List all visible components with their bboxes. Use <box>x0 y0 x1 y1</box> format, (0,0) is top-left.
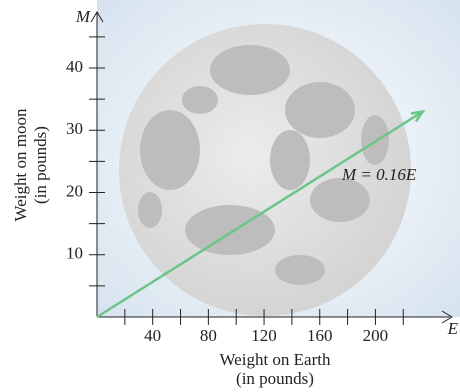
x-axis-symbol: E <box>447 319 459 338</box>
y-tick-label: 30 <box>66 119 83 138</box>
x-axis-label: Weight on Earth <box>220 350 331 369</box>
data-line <box>96 110 424 319</box>
annotation: M = 0.16E <box>341 165 417 184</box>
line-arrowhead <box>410 109 426 123</box>
y-tick-label: 10 <box>66 244 83 263</box>
y-tick-label: 20 <box>66 181 83 200</box>
x-tick-label: 160 <box>307 326 333 345</box>
y-axis-symbol: M <box>75 7 91 26</box>
x-axis-label: (in pounds) <box>236 369 314 388</box>
y-tick-label: 40 <box>66 57 83 76</box>
x-tick-label: 80 <box>200 326 217 345</box>
x-tick-label: 40 <box>144 326 161 345</box>
x-tick-label: 200 <box>363 326 389 345</box>
x-tick-label: 120 <box>251 326 277 345</box>
y-axis-label: (in pounds) <box>31 126 50 204</box>
y-axis-label: Weight on moon <box>11 108 30 221</box>
axis-arrows <box>90 11 453 324</box>
moon-illustration <box>119 24 411 316</box>
